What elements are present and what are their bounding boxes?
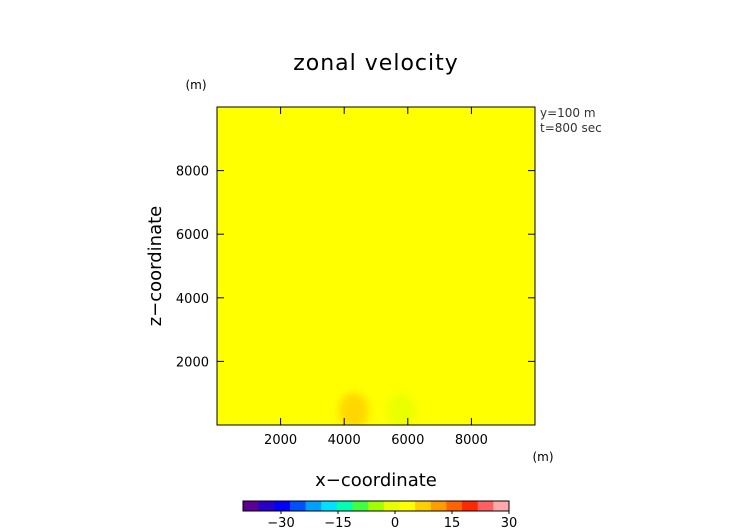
plot-border	[216, 106, 536, 426]
colorbar-segment	[305, 501, 322, 511]
colorbar-segment	[493, 501, 510, 511]
annotation-y: y=100 m	[540, 106, 596, 120]
colorbar-tick-label: 15	[444, 516, 461, 531]
colorbar-border	[242, 500, 510, 512]
anomaly-upper-left	[338, 344, 369, 381]
colorbar-segment	[352, 501, 369, 511]
y-tick-label: 4000	[176, 292, 209, 307]
plot-area	[217, 107, 535, 425]
x-axis-label: x−coordinate	[315, 470, 437, 491]
field-lower-left	[217, 356, 376, 425]
annotation-t: t=800 sec	[540, 121, 602, 135]
y-axis-label: z−coordinate	[145, 206, 166, 327]
colorbar-segment	[321, 501, 338, 511]
plot-frame	[216, 106, 536, 426]
colorbar-segment	[415, 501, 432, 511]
colorbar-segment	[462, 501, 479, 511]
colorbar-segment	[446, 501, 463, 511]
y-tick-label: 8000	[176, 165, 209, 180]
anomaly-upper-right	[386, 344, 417, 381]
x-tick-label: 4000	[328, 433, 361, 448]
colorbar-segment	[274, 501, 291, 511]
colorbar-segment	[383, 501, 400, 511]
colorbar-tick-label: 30	[501, 516, 518, 531]
colorbar-segment	[336, 501, 354, 511]
y-tick-label: 2000	[176, 355, 209, 370]
x-axis: 2000 4000 6000 8000	[264, 107, 488, 448]
colorbar-tick-label: −15	[324, 516, 351, 531]
y-tick-label: 6000	[176, 228, 209, 243]
x-tick-label: 6000	[391, 433, 424, 448]
anomaly-lower-left	[338, 392, 369, 425]
colorbar: −30 −15 0 15 30	[242, 500, 518, 531]
anomaly-lower-right	[386, 392, 417, 425]
colorbar-segment	[243, 501, 260, 511]
y-unit-label: (m)	[185, 78, 206, 92]
colorbar-segment	[399, 501, 416, 511]
colorbar-segment	[258, 501, 275, 511]
colorbar-segment	[477, 501, 494, 511]
x-tick-label: 2000	[264, 433, 297, 448]
x-tick-label: 8000	[455, 433, 488, 448]
x-unit-label: (m)	[532, 450, 553, 464]
colorbar-tick-label: 0	[391, 516, 399, 531]
y-axis: 2000 4000 6000 8000	[176, 165, 535, 370]
colorbar-segment	[430, 501, 447, 511]
colorbar-tick-label: −30	[267, 516, 294, 531]
colorbar-segment	[368, 501, 385, 511]
colorbar-segment	[289, 501, 307, 511]
chart-title: zonal velocity	[293, 51, 459, 76]
